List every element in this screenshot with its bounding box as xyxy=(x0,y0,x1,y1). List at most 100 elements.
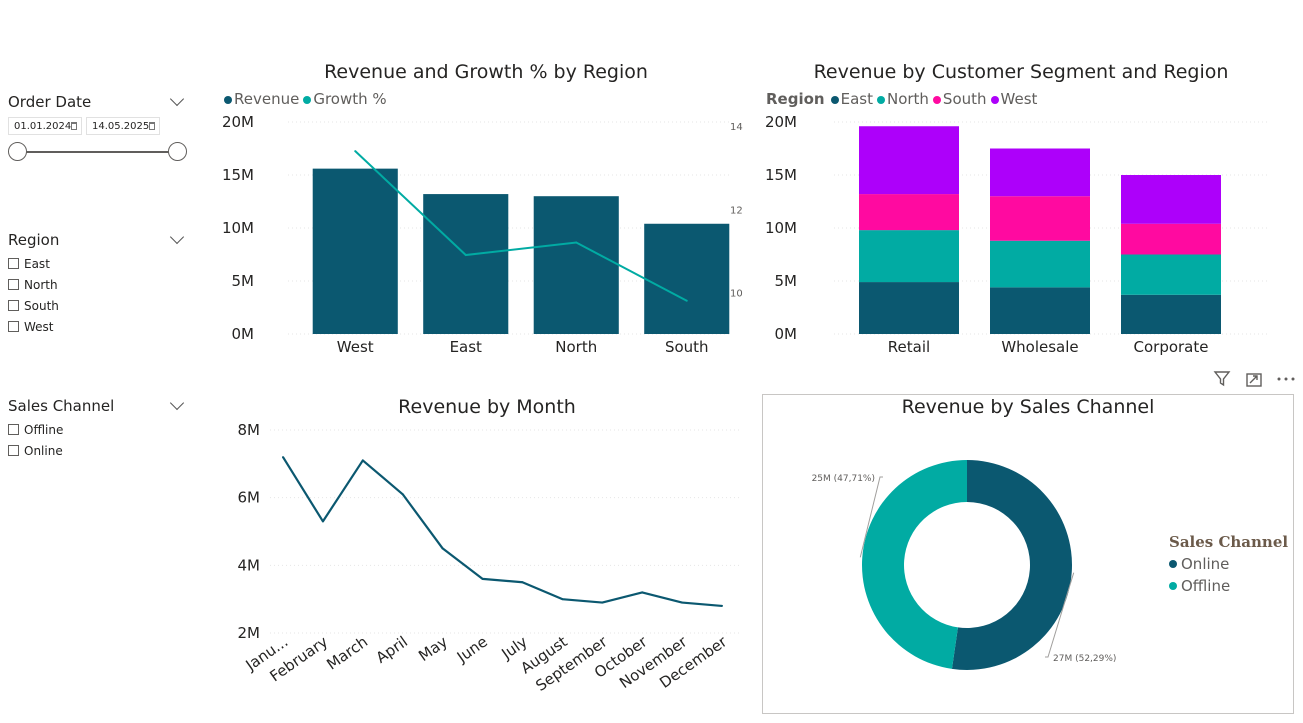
calendar-icon[interactable] xyxy=(71,122,77,130)
date-range-slider[interactable] xyxy=(8,139,188,163)
legend-item-north[interactable]: North xyxy=(876,90,929,108)
region-option[interactable]: North xyxy=(8,274,188,295)
sales-channel-checklist: Offline Online xyxy=(8,419,188,461)
legend-item-south[interactable]: South xyxy=(932,90,987,108)
x-tick-label: Wholesale xyxy=(1001,338,1078,356)
legend-sales-channel: Sales Channel Online Offline xyxy=(1169,533,1288,597)
bar-revenue[interactable] xyxy=(312,168,398,334)
point-revenue[interactable] xyxy=(481,577,484,580)
bar-segment-north[interactable] xyxy=(859,230,959,283)
point-revenue[interactable] xyxy=(282,456,284,459)
sales-channel-donut[interactable]: 27M (52,29%) 25M (47,71%) xyxy=(763,420,1163,710)
more-options-icon[interactable] xyxy=(1276,369,1296,389)
point-growth[interactable] xyxy=(575,241,578,244)
data-label-offline: 25M (47,71%) xyxy=(812,474,875,484)
data-label-online: 27M (52,29%) xyxy=(1053,654,1116,664)
region-option-label: South xyxy=(24,298,59,313)
slider-start-handle[interactable] xyxy=(8,142,27,161)
region-option-label: East xyxy=(24,256,50,271)
y-tick-label: 0M xyxy=(775,325,798,343)
checkbox[interactable] xyxy=(8,445,19,456)
chevron-down-icon[interactable] xyxy=(169,395,185,411)
bar-revenue[interactable] xyxy=(533,196,619,334)
region-option-label: North xyxy=(24,277,58,292)
line-revenue[interactable] xyxy=(282,456,723,608)
point-revenue[interactable] xyxy=(681,601,684,604)
legend-title-sales-channel: Sales Channel xyxy=(1169,533,1289,551)
slider-end-handle[interactable] xyxy=(168,142,187,161)
bar-segment-north[interactable] xyxy=(1121,254,1221,295)
checkbox[interactable] xyxy=(8,321,19,332)
y-tick-label: 20M xyxy=(765,113,797,131)
point-revenue[interactable] xyxy=(441,547,444,550)
start-date-input[interactable]: 01.01.2024 xyxy=(8,117,82,135)
legend-item-offline[interactable]: Offline xyxy=(1169,575,1288,597)
point-growth[interactable] xyxy=(464,254,467,257)
bar-segment-south[interactable] xyxy=(990,196,1090,241)
point-revenue[interactable] xyxy=(521,581,524,584)
bar-segment-east[interactable] xyxy=(990,287,1090,334)
sales-channel-visual-frame xyxy=(762,394,1294,714)
chevron-down-icon[interactable] xyxy=(169,91,185,107)
chart-title-sales-channel: Revenue by Sales Channel xyxy=(901,396,1155,418)
y-tick-label: 2M xyxy=(238,624,261,642)
point-revenue[interactable] xyxy=(561,598,564,601)
bar-revenue[interactable] xyxy=(644,223,730,334)
bar-revenue[interactable] xyxy=(423,194,509,334)
segment-region-chart[interactable]: 20M 15M 10M 5M 0M Retail Wholesale Corporate xyxy=(750,110,1290,360)
bar-segment-west[interactable] xyxy=(1121,175,1221,224)
bar-segment-east[interactable] xyxy=(1121,294,1221,334)
leader-line xyxy=(1045,572,1075,658)
slice-online[interactable] xyxy=(951,460,1072,670)
filter-icon[interactable] xyxy=(1212,369,1232,389)
legend-item-east[interactable]: East xyxy=(830,90,873,108)
point-revenue[interactable] xyxy=(601,601,604,604)
legend-item-growth[interactable]: Growth % xyxy=(303,90,387,108)
x-tick-label: South xyxy=(665,338,709,356)
point-revenue[interactable] xyxy=(361,459,364,462)
sales-channel-option-label: Online xyxy=(24,443,63,458)
checkbox[interactable] xyxy=(8,424,19,435)
bar-segment-west[interactable] xyxy=(990,148,1090,197)
end-date-input[interactable]: 14.05.2025 xyxy=(86,117,160,135)
point-revenue[interactable] xyxy=(401,493,404,496)
sales-channel-option[interactable]: Online xyxy=(8,440,188,461)
point-revenue[interactable] xyxy=(641,591,644,594)
legend-item-revenue[interactable]: Revenue xyxy=(224,90,299,108)
point-growth[interactable] xyxy=(685,299,688,302)
point-revenue[interactable] xyxy=(321,520,324,523)
point-revenue[interactable] xyxy=(721,604,723,607)
y-tick-label: 8M xyxy=(238,421,261,439)
bar-segment-east[interactable] xyxy=(859,282,959,334)
region-option[interactable]: South xyxy=(8,295,188,316)
checkbox[interactable] xyxy=(8,279,19,290)
order-date-slicer: Order Date 01.01.2024 14.05.2025 xyxy=(8,91,188,163)
focus-mode-icon[interactable] xyxy=(1244,369,1264,389)
line-growth[interactable] xyxy=(354,150,688,302)
legend-item-west[interactable]: West xyxy=(990,90,1037,108)
revenue-growth-chart[interactable]: 20M 15M 10M 5M 0M 14 12 10 West East North South xyxy=(200,110,760,360)
x-tick-label: June xyxy=(453,633,491,667)
legend-item-online[interactable]: Online xyxy=(1169,553,1288,575)
bar-segment-south[interactable] xyxy=(859,194,959,231)
order-date-slicer-title: Order Date xyxy=(8,93,92,111)
bar-segment-south[interactable] xyxy=(1121,223,1221,255)
chart-title-revenue-month: Revenue by Month xyxy=(398,396,576,418)
calendar-icon[interactable] xyxy=(149,122,155,130)
x-tick-label: Corporate xyxy=(1134,338,1209,356)
slice-offline[interactable] xyxy=(862,460,967,669)
y-tick-label: 10M xyxy=(765,219,797,237)
region-option[interactable]: East xyxy=(8,253,188,274)
bar-segment-west[interactable] xyxy=(859,126,959,195)
bar-segment-north[interactable] xyxy=(990,240,1090,288)
y-tick-label: 0M xyxy=(232,325,255,343)
checkbox[interactable] xyxy=(8,300,19,311)
legend-title-region: Region xyxy=(766,90,825,108)
chevron-down-icon[interactable] xyxy=(169,229,185,245)
checkbox[interactable] xyxy=(8,258,19,269)
sales-channel-option[interactable]: Offline xyxy=(8,419,188,440)
region-option[interactable]: West xyxy=(8,316,188,337)
point-growth[interactable] xyxy=(354,150,357,153)
y-tick-label: 20M xyxy=(222,113,254,131)
